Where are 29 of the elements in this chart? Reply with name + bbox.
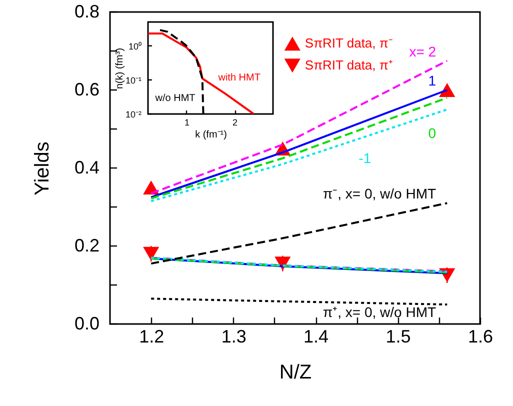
x-tick-label: 1.3 <box>221 326 246 346</box>
y-tick-label: 0.8 <box>74 2 100 22</box>
x-tick-label: 1.2 <box>139 326 164 346</box>
y-tick-label: 0.6 <box>74 80 100 100</box>
x-tick-label: 1.6 <box>468 326 494 346</box>
x-tick-label: 1.4 <box>304 326 329 346</box>
series-label: w/o HMT <box>154 93 196 104</box>
x-tick-label: 1.5 <box>386 326 411 346</box>
y-tick-label: 0.4 <box>74 158 100 178</box>
series-label: -1 <box>358 150 372 166</box>
y-tick-label: 0.2 <box>74 236 100 256</box>
y-tick-label: 10⁻¹ <box>125 75 142 86</box>
y-axis-title: Yields <box>31 142 54 196</box>
y-axis-title: n(k) (fm³) <box>114 48 126 90</box>
y-tick-label: 10⁰ <box>128 41 142 52</box>
series-label: π⁺, x= 0, w/o HMT <box>322 304 436 320</box>
series-label: with HMT <box>217 72 260 84</box>
legend-label: SπRIT data, π⁻ <box>304 36 392 51</box>
y-tick-label: 0.0 <box>74 314 100 334</box>
legend-label: SπRIT data, π⁺ <box>304 58 392 73</box>
x-tick-label: 2 <box>232 118 238 128</box>
x-axis-title: k (fm⁻¹) <box>195 130 227 140</box>
y-tick-label: 10⁻² <box>125 110 142 120</box>
series-label: π⁻, x= 0, w/o HMT <box>322 186 436 202</box>
series-label: 1 <box>428 72 436 89</box>
series-label: 0 <box>428 125 436 142</box>
x-axis-title: N/Z <box>279 362 312 384</box>
series-label: x= 2 <box>409 43 436 60</box>
point <box>439 83 456 97</box>
